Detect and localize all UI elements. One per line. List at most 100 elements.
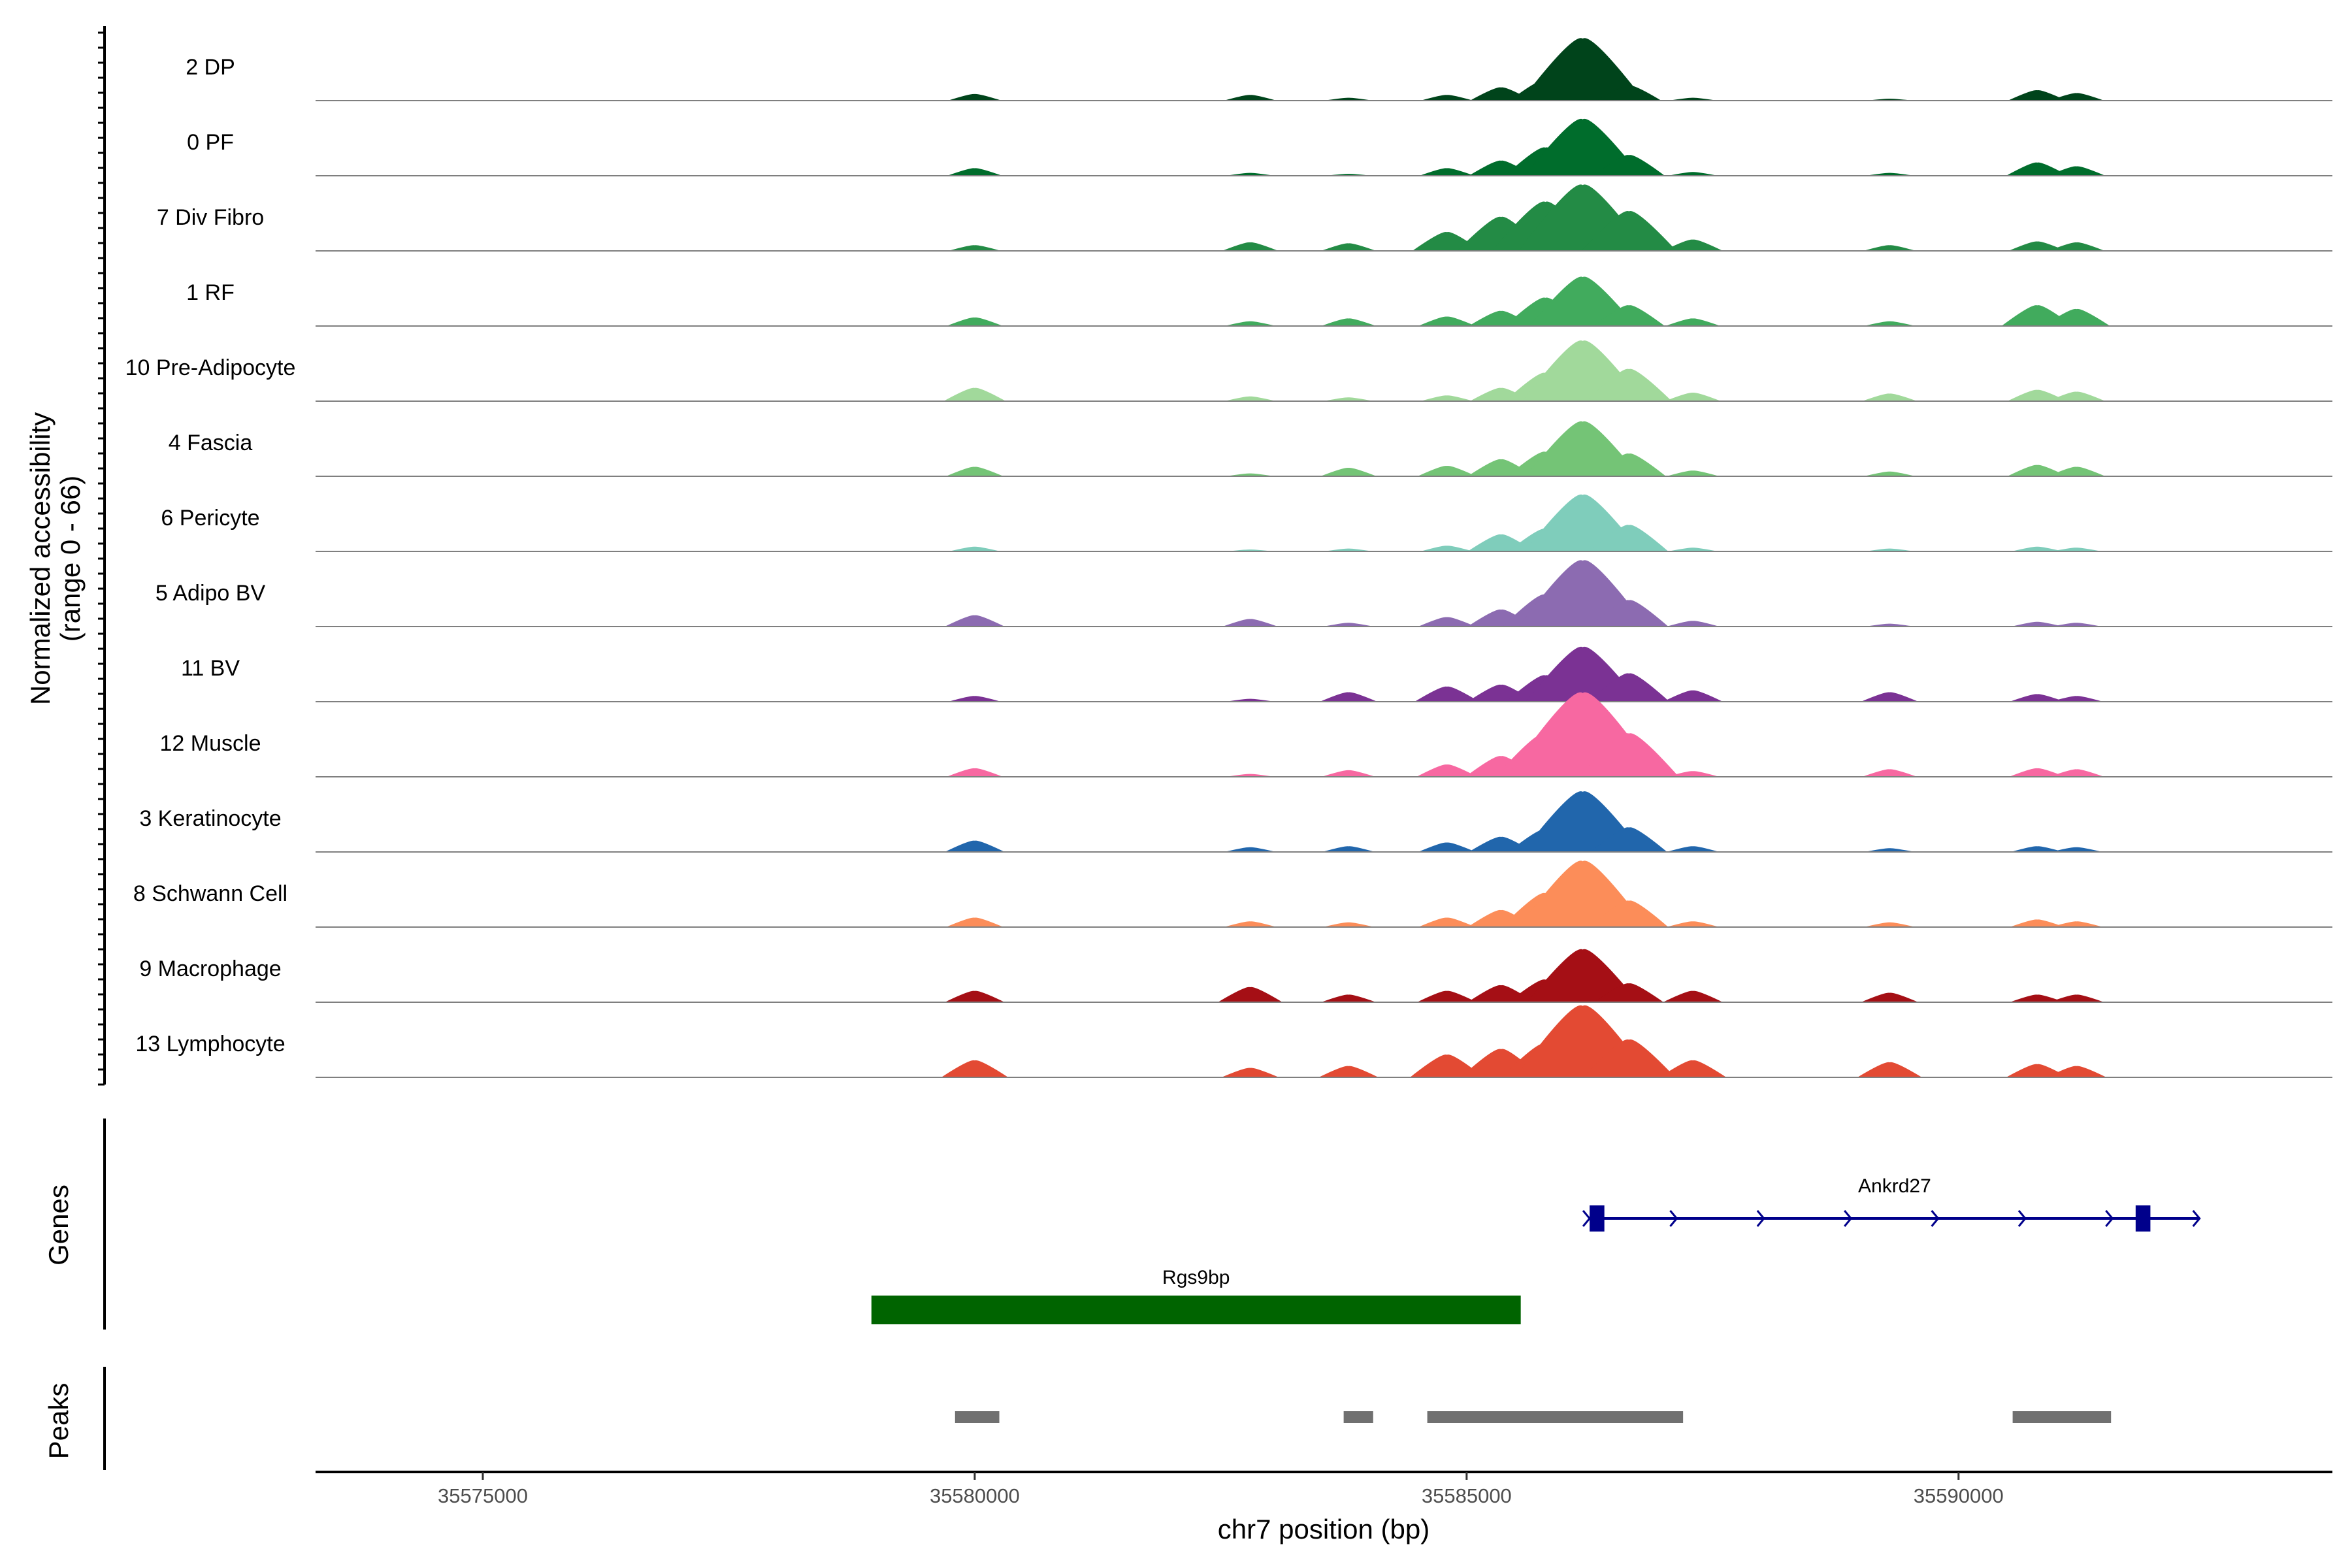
coverage-peak [2048,242,2105,251]
coverage-peak [1593,155,1665,176]
coverage-peak [2049,93,2104,101]
coverage-peak [1863,922,1916,927]
coverage-peak [2049,769,2104,777]
coverage-peak [1224,95,1277,101]
coverage-peak [1320,994,1377,1002]
coverage-peak [1659,1060,1727,1077]
coverage-peak [1596,85,1661,101]
coverage-peak [2011,546,2063,551]
coverage-peak [1668,97,1718,101]
x-tick-label: 35585000 [1422,1484,1512,1507]
track-labels: 2 DP 0 PF 7 Div Fibro 1 RF 10 Pre-Adipocyte 4… [125,55,296,1056]
coverage-peak [2006,1064,2068,1077]
track-label: 8 Schwann Cell [133,881,287,906]
gene-exon [1590,1205,1605,1232]
coverage-peak [2007,465,2068,476]
genes-panel: Ankrd27 Rgs9bp [871,1175,2201,1324]
gene-label: Ankrd27 [1858,1175,1931,1197]
coverage-peak [1666,921,1720,927]
left-axes [98,26,106,1470]
coverage-peak [1410,1054,1484,1077]
coverage-tracks [316,38,2332,1078]
coverage-peak [1865,623,1915,627]
coverage-peak [1225,698,1275,702]
coverage-peak [1416,764,1478,777]
coverage-peak [1418,617,1476,627]
coverage-peak [1861,992,1919,1002]
coverage-peak [1225,473,1275,476]
track-3 [316,184,2332,252]
coverage-peak [1663,990,1723,1002]
coverage-peak [1420,395,1474,401]
coverage-peak [1322,846,1375,852]
coverage-peak [2050,847,2102,852]
coverage-peak [1225,774,1275,777]
y-axis-title-line2: (range 0 - 66) [55,476,86,642]
coverage-peak [945,917,1004,927]
track-label: 3 Keratinocyte [139,806,281,831]
strand-arrow [1756,1210,1765,1227]
coverage-peak [1581,211,1677,251]
coverage-peak [1224,321,1277,326]
coverage-peak [1225,172,1275,176]
coverage-peak [1865,548,1915,551]
coverage-peak [2008,90,2067,101]
coverage-peak [943,387,1006,401]
coverage-peak [1590,600,1669,627]
coverage-peak [1218,987,1282,1002]
coverage-peak [1667,547,1718,551]
track-4 [316,276,2332,327]
coverage-peak [2010,919,2065,927]
coverage-peak [949,546,1001,551]
track-label: 0 PF [187,130,234,155]
strand-arrow [1669,1210,1678,1227]
coverage-peak [1667,172,1718,176]
track-12 [316,860,2332,928]
coverage-peak [1418,917,1476,927]
track-label: 5 Adipo BV [155,581,266,606]
coverage-peak [1222,242,1279,251]
coverage-peak [1417,466,1477,476]
strand-arrow [2017,1210,2027,1227]
coverage-peak [945,466,1004,476]
track-label: 12 Muscle [160,731,261,756]
coverage-peak [947,93,1002,101]
x-axis: 35575000 35580000 35585000 35590000 [316,1471,2332,1507]
coverage-peak [2050,696,2103,702]
coverage-peak [1666,470,1720,476]
peak-region [2012,1411,2112,1423]
coverage-peak [1857,1062,1922,1077]
peak-region [1343,1411,1373,1423]
coverage-peak [1663,239,1723,251]
coverage-peak [945,990,1005,1002]
coverage-peak [1321,770,1376,777]
coverage-peak [2010,994,2065,1002]
coverage-peak [2008,241,2066,251]
coverage-peak [1865,172,1915,176]
coverage-peak [2043,308,2110,326]
gene-Ankrd27: Ankrd27 [1582,1175,2201,1232]
coverage-peak [1862,769,1918,777]
coverage-peak [1224,396,1277,401]
coverage-peak [1418,842,1476,852]
coverage-peak [1863,321,1916,326]
coverage-peak [1666,621,1720,627]
coverage-peak [1665,318,1721,326]
coverage-peak [1593,305,1665,326]
coverage-peak [1324,548,1373,551]
track-1 [316,38,2332,101]
strand-arrow [1844,1210,1853,1227]
coverage-peak [1416,990,1477,1002]
coverage-peak [1320,467,1377,476]
track-label: 13 Lymphocyte [135,1032,285,1056]
track-label: 10 Pre-Adipocyte [125,355,296,380]
coverage-peak [1420,95,1474,101]
track-13 [316,949,2332,1003]
coverage-peak [1529,276,1637,326]
coverage-peak [1320,243,1377,251]
coverage-peak [2050,921,2103,927]
coverage-peak [1420,546,1474,551]
coverage-peak [2049,994,2104,1002]
strand-arrow [2105,1210,2114,1227]
peak-region [1427,1411,1684,1423]
